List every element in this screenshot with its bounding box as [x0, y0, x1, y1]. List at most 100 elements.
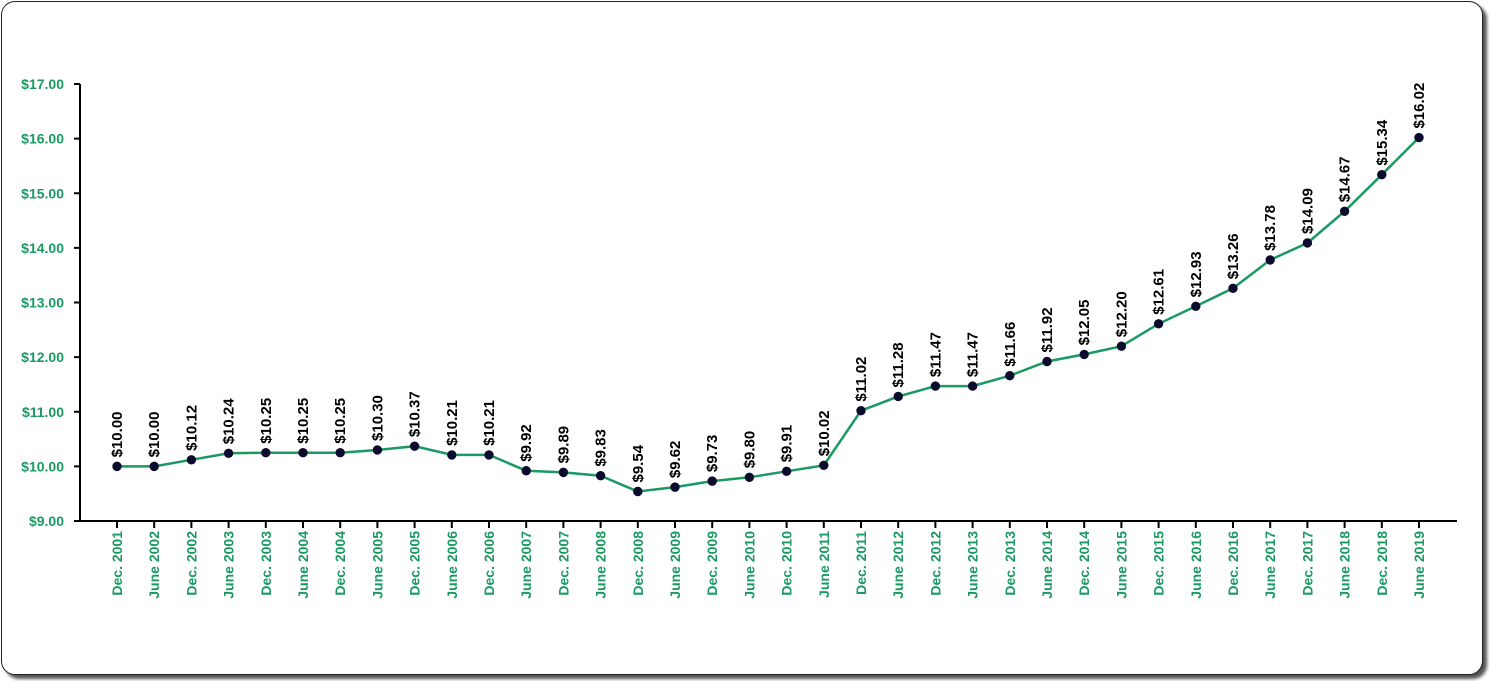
data-point: [335, 448, 345, 458]
data-label: $12.20: [1113, 291, 1130, 337]
data-point: [967, 381, 978, 391]
x-tick-label: Dec. 2014: [1076, 531, 1092, 596]
data-label: $10.21: [444, 400, 461, 446]
y-tick-label: $13.00: [21, 295, 64, 311]
data-label: $10.25: [295, 398, 312, 444]
data-label: $10.21: [481, 400, 498, 446]
data-point: [856, 405, 866, 416]
y-tick-label: $15.00: [21, 185, 64, 201]
data-label: $11.92: [1039, 307, 1056, 352]
data-label: $9.83: [593, 429, 610, 467]
series-line: [117, 136, 1420, 493]
data-point: [1079, 349, 1089, 360]
data-point: [186, 455, 197, 465]
data-label: $12.61: [1151, 269, 1168, 315]
y-tick-label: $10.00: [21, 458, 64, 474]
x-tick-label: June 2003: [221, 531, 237, 599]
data-point: [819, 460, 829, 470]
y-tick-label: $17.00: [21, 76, 64, 92]
data-label: $9.92: [518, 424, 535, 462]
data-point: [484, 450, 494, 460]
data-label: $10.37: [407, 391, 424, 437]
x-tick-label: Dec. 2003: [258, 531, 274, 596]
data-point: [409, 441, 420, 451]
data-point: [223, 448, 234, 458]
series-markers: [112, 132, 1424, 497]
data-label: $14.09: [1299, 188, 1316, 234]
x-tick-label: June 2015: [1113, 531, 1129, 599]
data-point: [670, 482, 680, 492]
data-label: $11.47: [927, 332, 944, 377]
data-point: [633, 486, 643, 497]
data-point: [1377, 169, 1387, 180]
x-tick-label: June 2009: [667, 531, 683, 599]
data-label: $10.25: [258, 398, 275, 444]
data-label: $11.28: [890, 342, 907, 387]
data-point: [1116, 341, 1127, 351]
data-point: [930, 381, 941, 391]
data-label: $11.47: [965, 332, 982, 377]
data-point: [781, 466, 792, 476]
x-tick-label: June 2012: [890, 531, 906, 599]
data-label: $11.02: [853, 357, 870, 402]
data-label: $10.02: [816, 410, 833, 456]
x-tick-label: Dec. 2002: [183, 531, 199, 596]
data-point: [1414, 132, 1424, 143]
x-tick-label: June 2010: [741, 531, 757, 599]
x-tick-label: Dec. 2009: [704, 531, 720, 596]
data-point: [298, 448, 308, 458]
x-tick-label: Dec. 2001: [109, 531, 125, 596]
x-tick-label: Dec. 2004: [332, 531, 348, 596]
chart-axes: [79, 84, 1457, 522]
x-tick-label: June 2004: [295, 531, 311, 599]
data-label: $16.02: [1411, 83, 1428, 129]
data-label: $10.00: [109, 411, 126, 457]
data-label: $9.80: [741, 431, 758, 469]
data-point: [1005, 370, 1015, 381]
data-point: [1302, 238, 1313, 248]
x-tick-label: Dec. 2013: [1002, 531, 1018, 596]
x-axis-ticks: Dec. 2001 June 2002 Dec. 2002 June 2003 Dec.…: [109, 521, 1427, 599]
data-label: $11.66: [1002, 322, 1019, 367]
data-label: $10.24: [221, 398, 238, 445]
data-point: [1339, 206, 1350, 216]
data-point: [1042, 356, 1052, 367]
data-point: [1153, 319, 1164, 329]
data-point: [744, 472, 755, 482]
data-label: $12.93: [1188, 251, 1205, 297]
data-label: $13.26: [1225, 233, 1242, 279]
data-label: $9.89: [555, 426, 572, 464]
x-tick-label: June 2002: [146, 531, 162, 599]
y-tick-label: $16.00: [21, 131, 64, 147]
data-label: $10.12: [183, 405, 200, 451]
y-tick-label: $11.00: [22, 404, 64, 420]
x-tick-label: June 2007: [518, 531, 534, 599]
x-tick-label: Dec. 2008: [630, 531, 646, 596]
x-tick-label: Dec. 2007: [555, 531, 571, 596]
x-tick-label: Dec. 2012: [927, 531, 943, 596]
data-label: $12.05: [1076, 300, 1093, 346]
x-tick-label: Dec. 2005: [407, 531, 423, 596]
data-point: [595, 470, 606, 481]
x-tick-label: Dec. 2017: [1299, 531, 1315, 596]
data-label: $10.30: [369, 395, 386, 441]
data-labels: $10.00 $10.00 $10.12 $10.24 $10.25 $10.25 $10.…: [109, 83, 1428, 483]
x-tick-label: June 2005: [369, 531, 385, 599]
data-label: $10.00: [146, 411, 163, 457]
data-label: $9.73: [704, 435, 721, 473]
x-tick-label: Dec. 2011: [853, 531, 869, 595]
y-tick-label: $9.00: [29, 513, 64, 529]
data-point: [1265, 255, 1275, 265]
x-tick-label: June 2013: [965, 531, 981, 599]
data-point: [1228, 283, 1238, 293]
data-point: [447, 450, 457, 460]
data-point: [372, 445, 383, 455]
x-tick-label: Dec. 2015: [1151, 531, 1167, 596]
data-label: $14.67: [1337, 156, 1354, 202]
data-point: [893, 391, 903, 402]
data-point: [521, 466, 531, 476]
data-label: $9.91: [779, 425, 796, 463]
x-tick-label: June 2016: [1188, 531, 1204, 599]
